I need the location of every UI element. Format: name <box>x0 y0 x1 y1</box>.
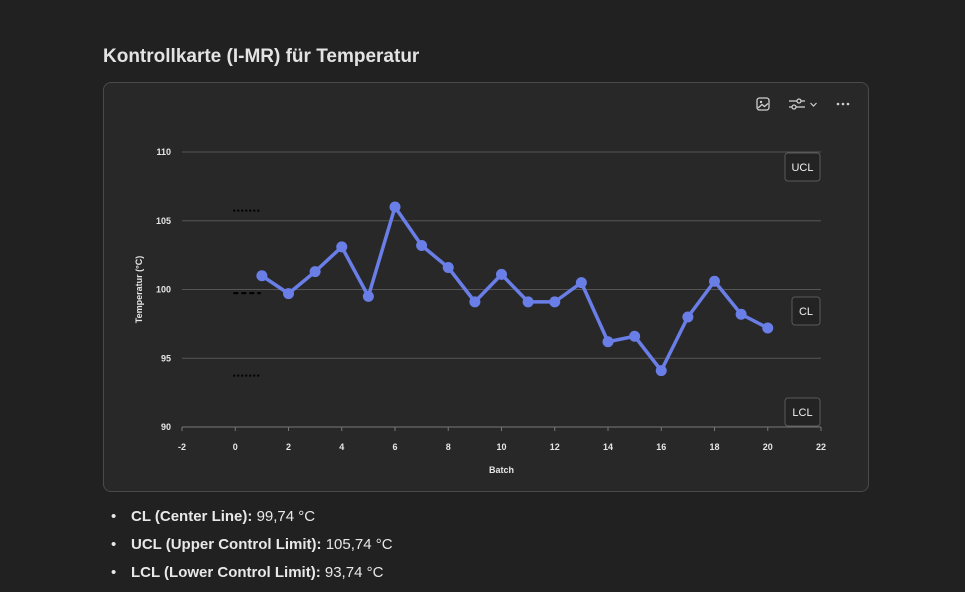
download-image-button[interactable] <box>752 93 774 115</box>
x-tick-label: 0 <box>233 442 238 452</box>
x-tick-label: 10 <box>496 442 506 452</box>
label-box-text: LCL <box>792 407 812 419</box>
summary-value: 99,74 °C <box>256 508 316 525</box>
y-axis-title: Temperatur (°C) <box>134 256 144 323</box>
control-limit-lines <box>233 209 261 377</box>
data-point <box>549 296 561 308</box>
data-point <box>655 365 667 377</box>
label-box-border <box>784 397 821 427</box>
data-point <box>469 296 481 308</box>
summary-term: UCL (Upper Control Limit): <box>131 536 322 553</box>
data-point <box>602 336 614 348</box>
data-point <box>416 240 428 251</box>
y-tick-label: 100 <box>156 285 171 295</box>
data-point <box>709 275 720 287</box>
axes: 90 95 100 105 110 -2 0 2 4 6 8 10 12 14 16 18 20 22 Batch T… <box>134 147 826 475</box>
label-box-border <box>784 152 821 182</box>
grid-lines <box>182 151 821 428</box>
label-box-cl: CL <box>791 296 821 326</box>
data-point <box>762 322 774 334</box>
summary-term: LCL (Lower Control Limit): <box>131 564 321 581</box>
data-point <box>336 241 348 253</box>
control-limit-labels: UCL CL LCL <box>784 152 821 427</box>
x-tick-label: 4 <box>339 442 344 452</box>
series-line <box>260 205 769 373</box>
data-point <box>389 201 401 213</box>
data-point <box>362 290 374 302</box>
label-box-text: UCL <box>791 162 813 174</box>
x-tick-label: 12 <box>550 442 560 452</box>
data-point <box>629 330 641 342</box>
data-point <box>735 308 747 320</box>
chart-card: 90 95 100 105 110 -2 0 2 4 6 8 10 12 14 16 18 20 22 Batch T… <box>103 82 869 492</box>
label-box-lcl: LCL <box>784 397 821 427</box>
x-tick-label: 22 <box>816 442 826 452</box>
x-tick-label: 16 <box>656 442 666 452</box>
settings-sliders-icon <box>789 98 805 110</box>
x-tick-label: 18 <box>709 442 719 452</box>
x-tick-label: -2 <box>178 442 186 452</box>
x-tick-label: 8 <box>446 442 451 452</box>
chart-settings-button[interactable] <box>788 93 818 115</box>
y-tick-label: 90 <box>161 422 171 432</box>
summary-value: 93,74 °C <box>324 564 384 581</box>
data-point <box>522 296 534 308</box>
control-limits-summary: CL (Center Line): 99,74 °C UCL (Upper Co… <box>110 504 393 588</box>
label-box-border <box>791 296 821 326</box>
chevron-down-icon <box>810 102 817 107</box>
data-point <box>575 277 587 289</box>
label-box-text: CL <box>799 306 813 318</box>
more-horizontal-icon <box>836 102 850 106</box>
x-tick-label: 20 <box>763 442 773 452</box>
more-options-button[interactable] <box>832 93 854 115</box>
data-point <box>496 268 507 280</box>
temperature-series <box>256 201 774 377</box>
summary-item-lcl: LCL (Lower Control Limit): 93,74 °C <box>110 560 393 588</box>
x-axis-title: Batch <box>489 465 514 475</box>
chart-toolbar <box>752 93 854 115</box>
data-point <box>442 262 454 273</box>
x-tick-label: 14 <box>603 442 613 452</box>
data-point <box>309 266 321 278</box>
summary-item-cl: CL (Center Line): 99,74 °C <box>110 504 393 532</box>
data-point <box>256 270 268 282</box>
label-box-ucl: UCL <box>784 152 821 182</box>
data-point <box>682 311 694 323</box>
y-tick-label: 105 <box>156 216 171 226</box>
summary-value: 105,74 °C <box>325 536 393 553</box>
summary-item-ucl: UCL (Upper Control Limit): 105,74 °C <box>110 532 393 560</box>
summary-term: CL (Center Line): <box>131 508 253 525</box>
x-tick-label: 2 <box>286 442 291 452</box>
x-tick-label: 6 <box>392 442 397 452</box>
data-point <box>283 288 294 300</box>
y-tick-label: 110 <box>156 147 171 157</box>
image-icon <box>756 97 770 111</box>
y-tick-label: 95 <box>161 353 171 363</box>
page-title: Kontrollkarte (I-MR) für Temperatur <box>103 46 420 67</box>
